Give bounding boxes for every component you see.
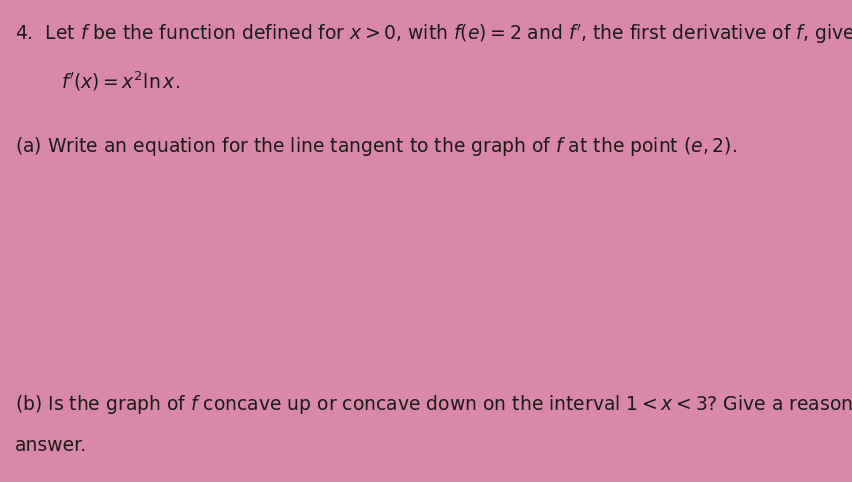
Text: $f'(x) = x^2\ln x.$: $f'(x) = x^2\ln x.$ bbox=[61, 70, 180, 94]
Text: (b) Is the graph of $f$ concave up or concave down on the interval $1 < x < 3$? : (b) Is the graph of $f$ concave up or co… bbox=[15, 393, 852, 416]
Text: (a) Write an equation for the line tangent to the graph of $f$ at the point $(e,: (a) Write an equation for the line tange… bbox=[15, 135, 736, 158]
Text: 4.  Let $f$ be the function defined for $x > 0$, with $f(e) = 2$ and $f'$, the f: 4. Let $f$ be the function defined for $… bbox=[15, 22, 852, 46]
Text: answer.: answer. bbox=[15, 436, 88, 455]
